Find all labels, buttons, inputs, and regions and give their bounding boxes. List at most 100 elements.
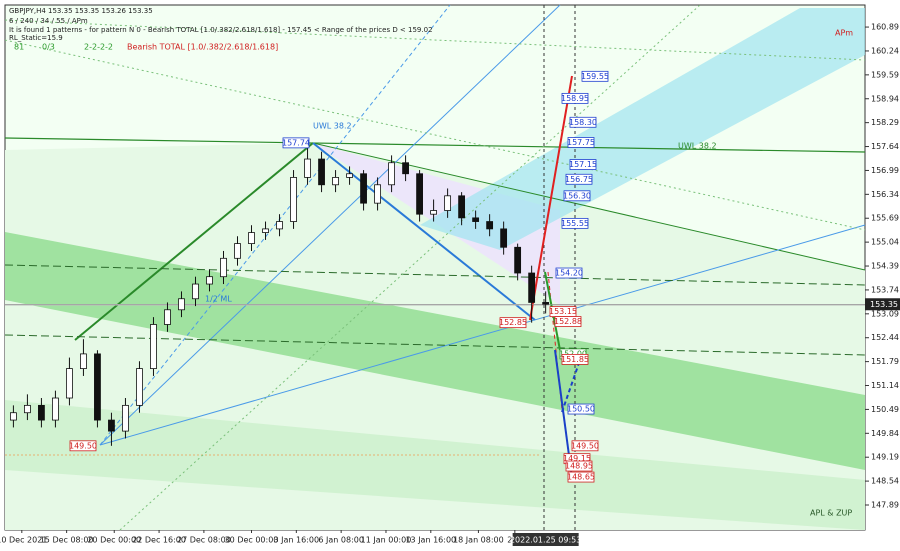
x-tick-label: 18 Jan 08:00 [453,536,504,545]
price-label: 152.00 [559,349,587,358]
y-tick-label: 156.34 [871,190,899,199]
current-time-label: 2022.01.25 09:53 [510,536,581,545]
price-label: 156.75 [565,175,593,184]
price-label-box [569,116,597,128]
price-label-box [282,137,310,149]
candle-body [24,404,31,414]
price-label: 158.30 [569,118,597,127]
x-tick-label: 11 Jan 00:00 [361,536,412,545]
candle-body [500,228,508,248]
candle-body [374,184,381,204]
y-tick-label: 147.89 [871,501,899,510]
price-label: 155.55 [561,219,589,228]
y-tick-label: 149.84 [871,429,899,438]
candle-body [192,283,199,300]
candle-body [136,368,143,406]
pitchfork-lines [4,4,866,531]
candle-body [66,368,73,399]
y-tick-label: 160.24 [871,46,899,55]
candle-body [416,173,423,215]
price-label-box [581,70,609,82]
annotation: UWL 38.2 [678,142,717,151]
price-label-box [69,440,97,452]
header-pattern-name: Bearish TOTAL [1.0/.382/2.618/1.618] [127,43,278,52]
candle-body [248,232,255,245]
y-tick-label: 151.79 [871,357,899,366]
y-tick-label: 155.69 [871,214,899,223]
header-static: RL_Static=15.9 [9,34,63,42]
candle-body [430,210,437,215]
x-tick-label: 10 Dec 2021 [0,536,47,545]
candle-body [290,177,297,222]
price-label-box [563,190,591,202]
price-label: 154.20 [555,269,583,278]
price-label: 149.15 [563,454,591,463]
price-label: 150.50 [567,405,595,414]
green-band [5,232,865,470]
candle-body [346,173,353,178]
price-label-box [554,316,582,327]
price-label: 153.15 [549,307,577,316]
candle-body [528,272,536,303]
price-label: 152.88 [554,317,582,326]
price-label: 157.15 [569,160,597,169]
candle-body [220,257,227,278]
candle-body [80,353,87,370]
y-tick-label: 156.99 [871,166,899,175]
price-label: 157.75 [567,138,595,147]
price-label: 149.50 [69,441,97,450]
candle-body [122,404,129,432]
annotation: APm [835,29,853,38]
header-count: 81 [14,43,24,52]
price-label-box [567,403,595,415]
y-tick-label: 157.64 [871,142,899,151]
price-label: 148.65 [567,473,595,482]
candle-body [38,404,45,421]
header-params: 6 / 240 / 34 / 55 / APm [9,17,88,25]
price-label: 156.30 [563,191,591,200]
candle-body [150,324,157,370]
y-tick-label: 150.49 [871,405,899,414]
price-label-box [561,92,589,104]
price-label-box [567,471,595,483]
price-label: 152.85 [499,318,527,327]
header: GBPJPY,H4 153.35 153.35 153.26 153.35 6 … [9,7,433,52]
candle-body [94,353,101,421]
candle-body [360,173,367,204]
blue-channel [420,8,865,250]
y-tick-label: 149.19 [871,453,899,462]
x-tick-label: 15 Dec 08:00 [40,536,94,545]
candle-body [304,158,311,178]
x-tick-label: 3 Jan 16:00 [274,536,320,545]
y-tick-label: 155.04 [871,238,899,247]
price-label-box [555,267,583,279]
candle-body [164,309,171,325]
x-tick-label: 13 Jan 16:00 [405,536,456,545]
price-label: 157.74 [282,138,310,147]
header-symbol: GBPJPY,H4 153.35 153.35 153.26 153.35 [9,7,153,15]
y-tick-label: 159.59 [871,70,899,79]
price-label: 158.95 [561,94,589,103]
price-label-box [565,173,593,185]
candle-body [262,228,269,233]
price-label-box [499,317,527,329]
x-tick-label: 20 Dec 00:00 [87,536,141,545]
x-tick-label: 6 Jan 08:00 [318,536,364,545]
y-tick-label: 151.14 [871,381,899,390]
y-tick-label: 158.29 [871,118,899,127]
y-tick-label: 152.44 [871,333,899,342]
header-code: 2-2-2-2 [84,43,113,52]
header-pattern: It is found 1 patterns - for pattern N 0… [9,26,433,34]
annotation: 1/2 ML [205,295,232,304]
price-label-box [561,217,589,229]
price-label-box [571,440,599,452]
price-label-box [565,460,593,472]
candle-body [276,221,283,230]
x-tick-label: 30 Dec 00:00 [225,536,279,545]
candle-body [472,217,480,222]
x-tick-label: 22 Dec 16:00 [132,536,186,545]
header-ratio: 0/3 [42,43,55,52]
candle-body [444,195,452,211]
y-tick-label: 154.39 [871,262,899,271]
